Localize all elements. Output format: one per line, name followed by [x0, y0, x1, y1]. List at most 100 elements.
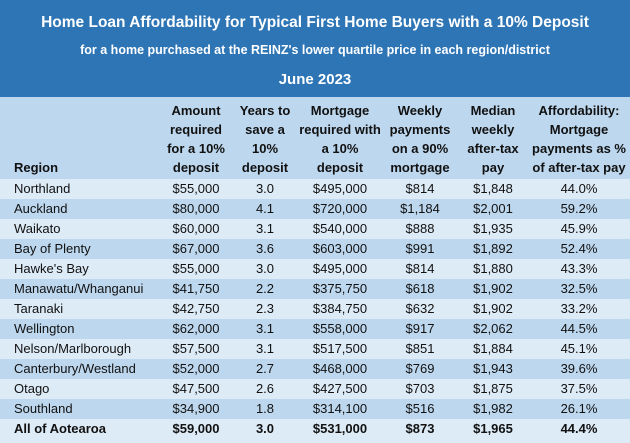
cell-weekly-payment: $917 — [382, 319, 458, 339]
cell-region: Bay of Plenty — [0, 239, 160, 259]
cell-affordability: 59.2% — [528, 199, 630, 219]
cell-median-pay: $2,062 — [458, 319, 528, 339]
cell-mortgage: $384,750 — [298, 299, 382, 319]
cell-median-pay: $1,935 — [458, 219, 528, 239]
cell-weekly-payment: $814 — [382, 259, 458, 279]
cell-weekly-payment: $991 — [382, 239, 458, 259]
cell-weekly-payment: $814 — [382, 179, 458, 199]
table-row: Wellington $62,000 3.1 $558,000 $917 $2,062 44… — [0, 319, 630, 339]
table-row: Northland $55,000 3.0 $495,000 $814 $1,848 44.… — [0, 179, 630, 199]
cell-years-to-save: 2.6 — [232, 379, 298, 399]
cell-affordability: 45.1% — [528, 339, 630, 359]
cell-weekly-payment: $618 — [382, 279, 458, 299]
cell-affordability: 33.2% — [528, 299, 630, 319]
table-row: Taranaki $42,750 2.3 $384,750 $632 $1,902 33.2… — [0, 299, 630, 319]
table-row: Hawke's Bay $55,000 3.0 $495,000 $814 $1,880 4… — [0, 259, 630, 279]
cell-median-pay: $1,902 — [458, 279, 528, 299]
cell-median-pay: $1,892 — [458, 239, 528, 259]
table-row: Nelson/Marlborough $57,500 3.1 $517,500 $851… — [0, 339, 630, 359]
cell-years-to-save: 3.1 — [232, 339, 298, 359]
cell-deposit-amount: $41,750 — [160, 279, 232, 299]
cell-mortgage: $495,000 — [298, 179, 382, 199]
cell-affordability: 37.5% — [528, 379, 630, 399]
table-row: Southland $34,900 1.8 $314,100 $516 $1,982 26.… — [0, 399, 630, 419]
total-cell-mortgage: $531,000 — [298, 419, 382, 439]
total-cell-weekly-payment: $873 — [382, 419, 458, 439]
cell-weekly-payment: $516 — [382, 399, 458, 419]
table-row: Auckland $80,000 4.1 $720,000 $1,184 $2,001 59… — [0, 199, 630, 219]
cell-mortgage: $517,500 — [298, 339, 382, 359]
cell-region: Nelson/Marlborough — [0, 339, 160, 359]
column-header-mortgage: Mortgage required with a 10% deposit — [298, 97, 382, 179]
cell-years-to-save: 2.7 — [232, 359, 298, 379]
column-header-median-pay: Median weekly after-tax pay — [458, 97, 528, 179]
cell-years-to-save: 3.6 — [232, 239, 298, 259]
cell-mortgage: $427,500 — [298, 379, 382, 399]
cell-region: Taranaki — [0, 299, 160, 319]
total-cell-median-pay: $1,965 — [458, 419, 528, 439]
column-header-years-to-save: Years to save a 10% deposit — [232, 97, 298, 179]
cell-years-to-save: 3.1 — [232, 219, 298, 239]
cell-weekly-payment: $1,184 — [382, 199, 458, 219]
cell-median-pay: $1,875 — [458, 379, 528, 399]
cell-deposit-amount: $67,000 — [160, 239, 232, 259]
cell-affordability: 44.0% — [528, 179, 630, 199]
cell-region: Manawatu/Whanganui — [0, 279, 160, 299]
table-row: Manawatu/Whanganui $41,750 2.2 $375,750 $618… — [0, 279, 630, 299]
cell-deposit-amount: $55,000 — [160, 179, 232, 199]
cell-region: Auckland — [0, 199, 160, 219]
total-cell-years-to-save: 3.0 — [232, 419, 298, 439]
total-cell-region: All of Aotearoa — [0, 419, 160, 439]
cell-deposit-amount: $55,000 — [160, 259, 232, 279]
table-row: Bay of Plenty $67,000 3.6 $603,000 $991 $1,89… — [0, 239, 630, 259]
cell-years-to-save: 3.0 — [232, 179, 298, 199]
cell-deposit-amount: $52,000 — [160, 359, 232, 379]
cell-mortgage: $468,000 — [298, 359, 382, 379]
cell-affordability: 39.6% — [528, 359, 630, 379]
cell-region: Otago — [0, 379, 160, 399]
cell-mortgage: $540,000 — [298, 219, 382, 239]
cell-years-to-save: 3.0 — [232, 259, 298, 279]
cell-years-to-save: 2.3 — [232, 299, 298, 319]
cell-weekly-payment: $632 — [382, 299, 458, 319]
total-row: All of Aotearoa $59,000 3.0 $531,000 $873 $1,… — [0, 419, 630, 439]
affordability-table: Region Amount required for a 10% deposit… — [0, 97, 630, 439]
table-row: Otago $47,500 2.6 $427,500 $703 $1,875 37.5% — [0, 379, 630, 399]
cell-mortgage: $495,000 — [298, 259, 382, 279]
cell-affordability: 32.5% — [528, 279, 630, 299]
cell-weekly-payment: $851 — [382, 339, 458, 359]
cell-affordability: 52.4% — [528, 239, 630, 259]
cell-years-to-save: 1.8 — [232, 399, 298, 419]
cell-region: Canterbury/Westland — [0, 359, 160, 379]
cell-mortgage: $375,750 — [298, 279, 382, 299]
cell-region: Hawke's Bay — [0, 259, 160, 279]
cell-median-pay: $1,880 — [458, 259, 528, 279]
cell-weekly-payment: $888 — [382, 219, 458, 239]
cell-deposit-amount: $47,500 — [160, 379, 232, 399]
table-row: Waikato $60,000 3.1 $540,000 $888 $1,935 45.9% — [0, 219, 630, 239]
cell-mortgage: $558,000 — [298, 319, 382, 339]
cell-mortgage: $314,100 — [298, 399, 382, 419]
cell-deposit-amount: $42,750 — [160, 299, 232, 319]
page-title: Home Loan Affordability for Typical Firs… — [41, 14, 589, 31]
total-cell-affordability: 44.4% — [528, 419, 630, 439]
cell-median-pay: $1,884 — [458, 339, 528, 359]
cell-median-pay: $1,943 — [458, 359, 528, 379]
cell-deposit-amount: $34,900 — [160, 399, 232, 419]
page-subtitle: for a home purchased at the REINZ's lowe… — [80, 43, 550, 57]
column-header-region: Region — [0, 97, 160, 179]
cell-years-to-save: 3.1 — [232, 319, 298, 339]
cell-region: Southland — [0, 399, 160, 419]
total-cell-deposit-amount: $59,000 — [160, 419, 232, 439]
cell-median-pay: $1,982 — [458, 399, 528, 419]
cell-mortgage: $603,000 — [298, 239, 382, 259]
cell-affordability: 26.1% — [528, 399, 630, 419]
cell-deposit-amount: $57,500 — [160, 339, 232, 359]
cell-deposit-amount: $62,000 — [160, 319, 232, 339]
cell-affordability: 45.9% — [528, 219, 630, 239]
header-row: Region Amount required for a 10% deposit… — [0, 97, 630, 179]
column-header-affordability: Affordability: Mortgage payments as % of… — [528, 97, 630, 179]
cell-region: Wellington — [0, 319, 160, 339]
cell-deposit-amount: $60,000 — [160, 219, 232, 239]
cell-median-pay: $2,001 — [458, 199, 528, 219]
